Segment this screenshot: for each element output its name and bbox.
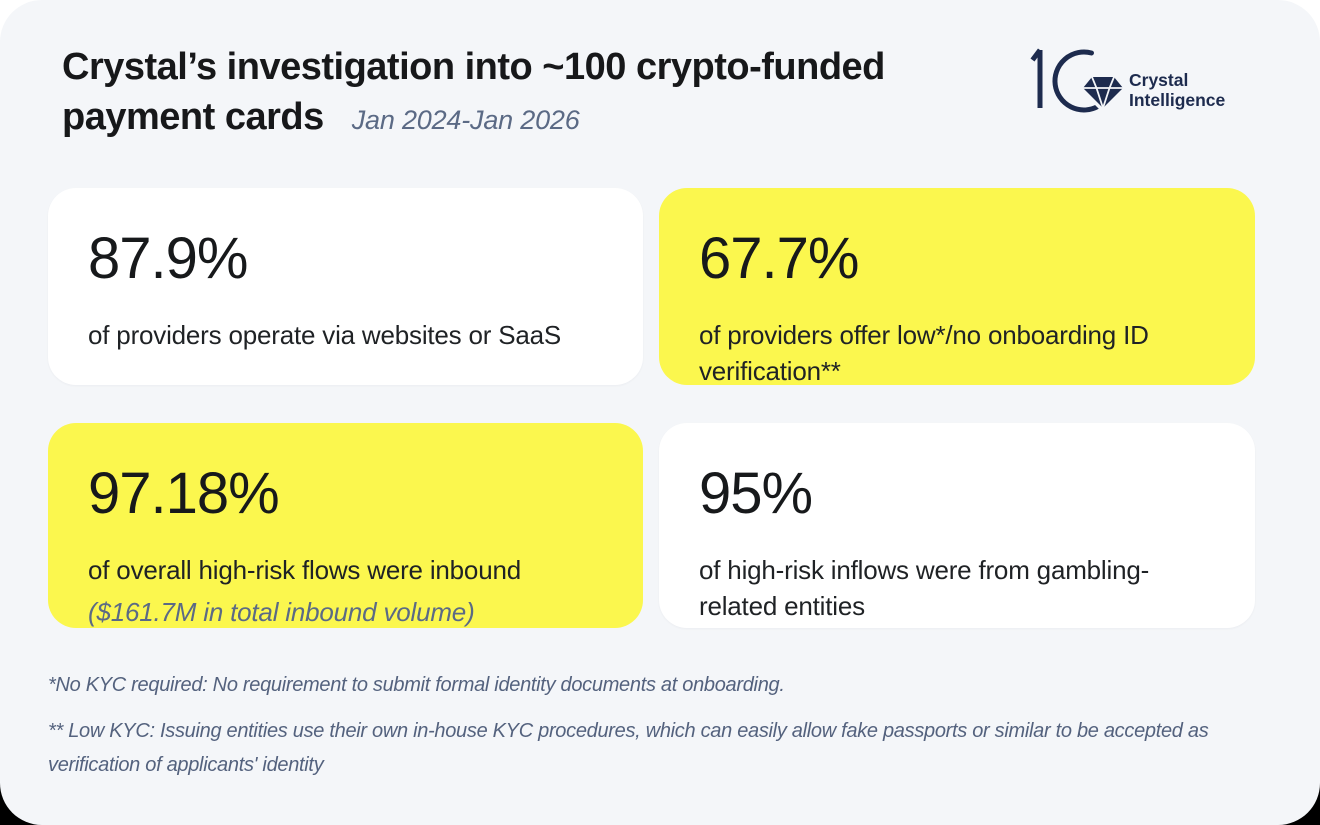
stat-subnote: ($161.7M in total inbound volume) (88, 596, 475, 627)
stat-value: 95% (699, 461, 813, 526)
stat-description: of providers operate via websites or Saa… (88, 320, 562, 350)
stat-value: 87.9% (88, 226, 248, 291)
stat-value: 97.18% (88, 461, 280, 526)
stat-card-websites: 87.9% of providers operate via websites … (48, 188, 643, 385)
brand-name-line1: Crystal (1129, 70, 1188, 90)
brand-name-line2: Intelligence (1129, 90, 1226, 110)
footnote-no-kyc: *No KYC required: No requirement to subm… (48, 674, 785, 696)
date-range-label: Jan 2024-Jan 2026 (351, 105, 580, 135)
header: Crystal’s investigation into ~100 crypto… (62, 42, 885, 142)
stat-card-id-verification: 67.7% of providers offer low*/no onboard… (659, 188, 1255, 386)
page-title-line1: Crystal’s investigation into ~100 crypto… (62, 46, 885, 88)
stat-description: of high-risk inflows were from gambling-… (699, 555, 1150, 621)
footnote-low-kyc: ** Low KYC: Issuing entities use their o… (48, 720, 1209, 776)
logo-circle (1052, 49, 1101, 113)
stat-value: 67.7% (699, 226, 859, 291)
crystal-intelligence-logo: Crystal Intelligence (1030, 48, 1226, 113)
diamond-icon (1079, 73, 1127, 112)
stat-card-inbound-flows: 97.18% of overall high-risk flows were i… (48, 423, 643, 628)
page-title-line2: payment cards (62, 96, 324, 138)
stat-description: of providers offer low*/no onboarding ID… (699, 320, 1149, 386)
stat-description: of overall high-risk flows were inbound (88, 555, 521, 585)
stat-card-gambling-inflows: 95% of high-risk inflows were from gambl… (659, 423, 1255, 628)
logo-numeral-one (1030, 48, 1043, 108)
